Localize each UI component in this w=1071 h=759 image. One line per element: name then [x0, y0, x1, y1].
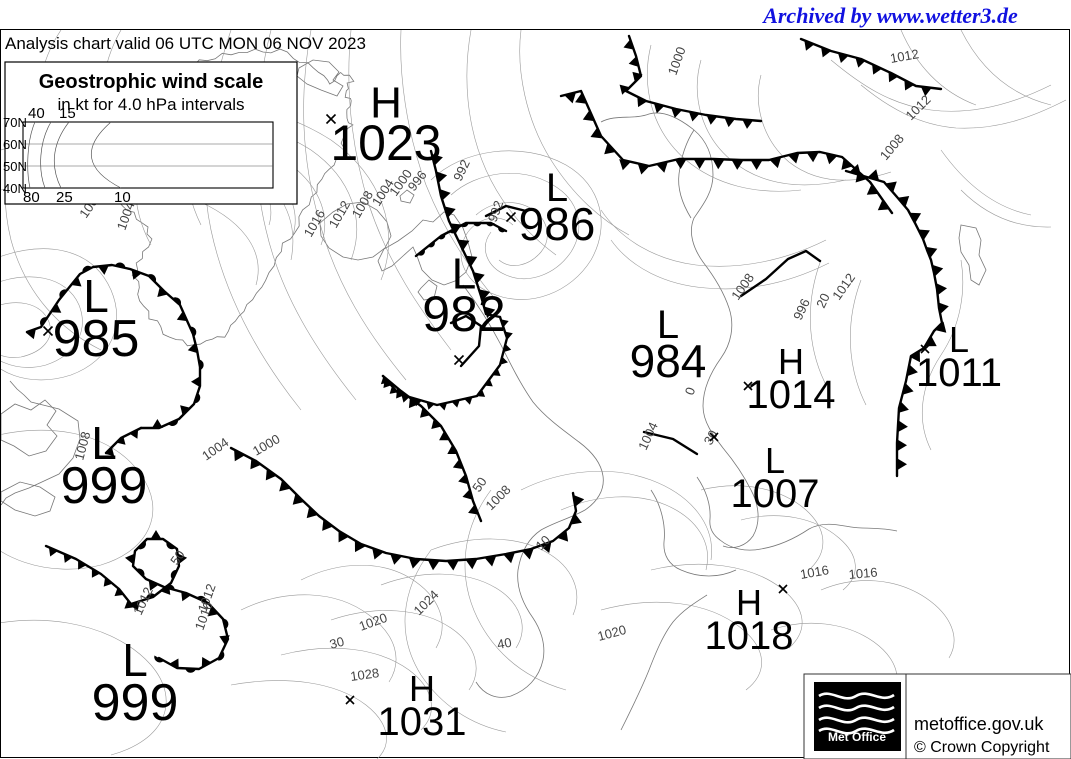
svg-text:1031: 1031: [378, 700, 467, 744]
svg-text:in kt for 4.0 hPa intervals: in kt for 4.0 hPa intervals: [57, 95, 244, 114]
svg-text:1008: 1008: [483, 482, 514, 513]
svg-text:999: 999: [92, 674, 179, 732]
svg-text:1018: 1018: [705, 614, 794, 658]
svg-text:992: 992: [485, 199, 507, 225]
svg-text:984: 984: [630, 335, 707, 387]
svg-text:metoffice.gov.uk: metoffice.gov.uk: [914, 714, 1044, 734]
svg-text:1000: 1000: [665, 45, 689, 77]
svg-text:1016: 1016: [799, 562, 830, 582]
svg-text:1004: 1004: [199, 435, 231, 464]
svg-text:70N: 70N: [3, 115, 27, 130]
svg-text:1012: 1012: [903, 92, 934, 123]
svg-text:40: 40: [28, 105, 45, 122]
svg-text:996: 996: [790, 296, 813, 322]
svg-text:© Crown Copyright: © Crown Copyright: [914, 739, 1050, 756]
svg-text:1008: 1008: [877, 131, 907, 163]
svg-text:1011: 1011: [916, 351, 1002, 395]
svg-text:1008: 1008: [728, 270, 757, 302]
svg-text:982: 982: [422, 286, 505, 342]
svg-text:50: 50: [167, 547, 188, 567]
svg-text:10: 10: [533, 532, 554, 553]
svg-text:30: 30: [328, 634, 346, 652]
svg-text:1024: 1024: [411, 587, 442, 618]
svg-text:1020: 1020: [357, 610, 389, 634]
svg-text:30: 30: [701, 427, 721, 447]
svg-text:50N: 50N: [3, 159, 27, 174]
svg-text:1014: 1014: [747, 373, 836, 417]
svg-text:50: 50: [469, 474, 490, 494]
svg-text:1012: 1012: [130, 585, 156, 618]
svg-text:Geostrophic wind scale: Geostrophic wind scale: [39, 71, 264, 93]
svg-text:1000: 1000: [250, 431, 283, 458]
svg-text:60N: 60N: [3, 137, 27, 152]
svg-text:40: 40: [496, 635, 513, 652]
svg-text:1016: 1016: [848, 565, 878, 582]
svg-text:985: 985: [53, 310, 140, 368]
svg-text:Analysis chart valid 06 UTC M: Analysis chart valid 06 UTC MON 06 NOV 2…: [5, 34, 366, 53]
svg-text:999: 999: [61, 457, 148, 515]
svg-text:1028: 1028: [349, 665, 380, 684]
svg-text:1023: 1023: [330, 115, 441, 171]
svg-text:1007: 1007: [731, 472, 820, 516]
svg-text:1020: 1020: [596, 622, 628, 644]
svg-text:1012: 1012: [889, 46, 920, 66]
svg-text:10: 10: [114, 189, 131, 206]
svg-text:15: 15: [59, 105, 76, 122]
svg-text:1008: 1008: [349, 188, 376, 221]
svg-text:1012: 1012: [829, 270, 858, 302]
svg-text:25: 25: [56, 189, 73, 206]
svg-text:986: 986: [519, 198, 596, 250]
svg-text:80: 80: [23, 189, 40, 206]
svg-text:992: 992: [450, 157, 473, 183]
